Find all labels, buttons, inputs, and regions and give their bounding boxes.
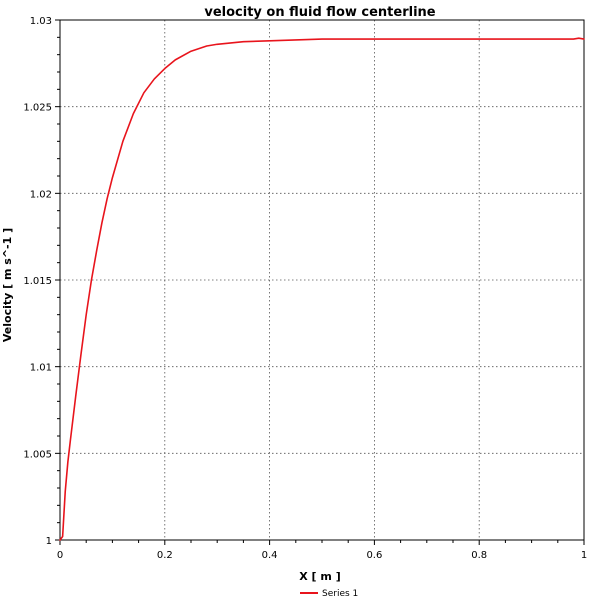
x-tick-label: 1: [581, 550, 587, 561]
y-tick-label: 1.01: [30, 363, 52, 374]
series-layer: [59, 37, 585, 541]
axis-ticks: 0 0.2 0.4 0.6 0.8 1 1 1.005 1.01 1.015 1.02 1.025 1.…: [23, 16, 587, 561]
series-line-1: [59, 37, 585, 541]
chart-title: velocity on fluid flow centerline: [204, 5, 435, 20]
y-tick-label: 1.005: [23, 449, 52, 460]
x-tick-label: 0: [57, 550, 63, 561]
x-tick-label: 0.4: [262, 550, 278, 561]
x-axis-label: X [ m ]: [299, 570, 341, 583]
legend: Series 1: [300, 589, 358, 599]
x-tick-label: 0.6: [366, 550, 382, 561]
y-tick-label: 1.025: [23, 103, 52, 114]
y-tick-label: 1.03: [30, 16, 52, 27]
x-tick-label: 0.2: [157, 550, 173, 561]
y-tick-label: 1.02: [30, 189, 52, 200]
y-axis-label: Velocity [ m s^-1 ]: [1, 228, 14, 342]
y-tick-label: 1.015: [23, 276, 52, 287]
legend-label: Series 1: [322, 589, 358, 599]
x-tick-label: 0.8: [471, 550, 487, 561]
y-tick-label: 1: [46, 536, 52, 547]
grid-lines: [60, 20, 584, 540]
